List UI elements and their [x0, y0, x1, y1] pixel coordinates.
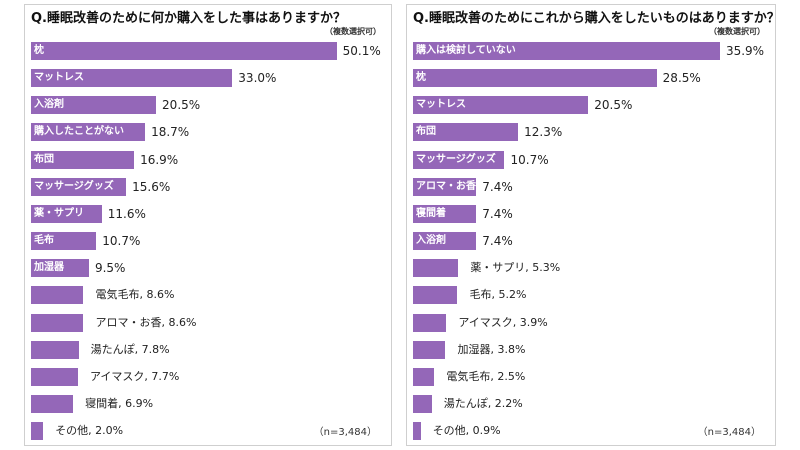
bar-value-label: 薬・サプリ, 5.3% — [470, 261, 561, 275]
bar-category-label: 入浴剤 — [34, 99, 64, 111]
bar-value-label: 7.4% — [482, 234, 513, 249]
bar — [31, 177, 127, 196]
bar — [413, 177, 477, 196]
bar-category-label: 布団 — [416, 126, 436, 138]
bar-value-label: 11.6% — [107, 206, 146, 221]
bar — [413, 340, 446, 359]
bar-value-label: 9.5% — [94, 261, 126, 276]
bar-value-label: 10.7% — [510, 152, 549, 167]
bar — [413, 367, 435, 386]
bar-category-label: 入浴剤 — [416, 235, 446, 247]
bar-value-label: アイマスク, 3.9% — [458, 315, 548, 329]
chart-title: Q.睡眠改善のために何か購入をした事はありますか？ — [31, 11, 346, 26]
bar-value-label: 毛布, 5.2% — [469, 288, 527, 302]
bar-category-label: マットレス — [34, 72, 84, 84]
bar-value-label: 電気毛布, 8.6% — [95, 288, 175, 302]
bar — [413, 150, 505, 169]
bar-value-label: 7.4% — [482, 206, 513, 221]
sample-size: （n=3,484） — [313, 427, 377, 438]
chart-title: Q.睡眠改善のためにこれから購入をしたいものはありますか？ — [413, 11, 780, 26]
bar-value-label: 18.7% — [151, 125, 190, 140]
bar-category-label: 枕 — [34, 45, 44, 56]
bar — [413, 123, 519, 142]
bar — [413, 232, 477, 251]
bar-value-label: 湯たんぽ, 2.2% — [443, 396, 523, 410]
bar-value-label: 20.5% — [594, 98, 633, 113]
bar-category-label: 加湿器 — [34, 262, 64, 274]
bar-category-label: 寝間着 — [416, 207, 446, 219]
bar — [31, 232, 97, 251]
bar — [413, 96, 589, 115]
bar-value-label: 湯たんぽ, 7.8% — [90, 342, 170, 356]
bar-value-label: その他, 2.0% — [55, 424, 124, 438]
bar-category-label: 購入したことがない — [34, 126, 124, 138]
bar — [31, 286, 84, 305]
bar-value-label: 50.1% — [342, 44, 381, 58]
bar — [31, 259, 89, 278]
bar-value-label: 電気毛布, 2.5% — [446, 369, 526, 383]
bar-value-label: 10.7% — [102, 234, 141, 249]
bar — [413, 259, 459, 278]
bar-value-label: 33.0% — [238, 71, 277, 86]
bar — [31, 204, 102, 223]
bar — [413, 313, 447, 332]
bar-value-label: 寝間着, 6.9% — [85, 396, 154, 410]
bar — [31, 96, 157, 115]
bar — [413, 286, 458, 305]
bar-category-label: マットレス — [416, 99, 466, 111]
bar — [31, 150, 135, 169]
chart-note: （複数選択可） — [709, 27, 765, 36]
bar — [31, 394, 74, 413]
bar-value-label: 加湿器, 3.8% — [457, 342, 526, 356]
bar — [31, 340, 79, 359]
bar-value-label: 28.5% — [662, 71, 701, 86]
bar-value-label: その他, 0.9% — [432, 424, 501, 438]
bar-category-label: アロマ・お香 — [416, 180, 476, 192]
bar — [31, 422, 44, 441]
bar-value-label: アイマスク, 7.7% — [89, 369, 180, 383]
bar-value-label: 16.9% — [140, 152, 179, 167]
bar — [31, 367, 78, 386]
bar — [413, 394, 432, 413]
sample-size: （n=3,484） — [697, 427, 761, 438]
bar-category-label: 毛布 — [34, 235, 54, 247]
bar — [413, 69, 657, 88]
bar — [413, 422, 421, 441]
bar-value-label: 12.3% — [524, 125, 563, 140]
bar — [31, 42, 337, 60]
bar-value-label: 35.9% — [725, 44, 765, 58]
bar-category-label: マッサージグッズ — [416, 153, 496, 165]
chart-panel-left: Q.睡眠改善のために何か購入をした事はありますか？ （複数選択可） 枕 50.1%… — [24, 4, 392, 446]
bar-category-label: 購入は検討していない — [416, 45, 516, 56]
bar-value-label: 15.6% — [132, 179, 171, 194]
bar-category-label: マッサージグッズ — [34, 180, 114, 192]
bar — [31, 313, 84, 332]
bar-value-label: 20.5% — [162, 98, 201, 113]
bar-category-label: 枕 — [416, 72, 426, 84]
bar-value-label: アロマ・お香, 8.6% — [95, 315, 197, 329]
chart-panel-right: Q.睡眠改善のためにこれから購入をしたいものはありますか？ （複数選択可） 購入… — [406, 4, 780, 446]
bar — [31, 69, 233, 88]
bar — [413, 42, 720, 60]
bar — [413, 204, 477, 223]
chart-note: （複数選択可） — [325, 27, 381, 36]
bar — [31, 123, 146, 142]
bar-category-label: 布団 — [34, 153, 54, 165]
bar-value-label: 7.4% — [482, 179, 513, 194]
bar-category-label: 薬・サプリ — [34, 207, 84, 219]
